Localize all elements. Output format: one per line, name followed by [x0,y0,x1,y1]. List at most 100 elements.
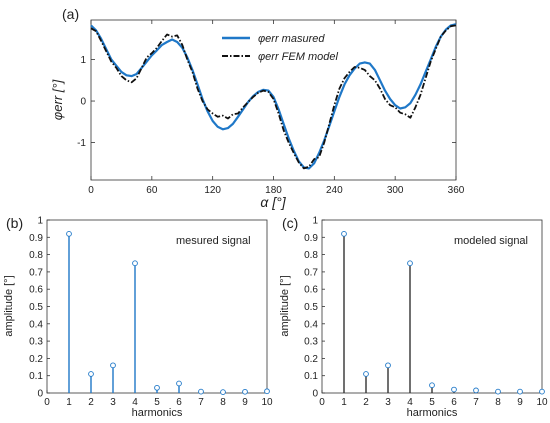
y-axis-label-a: φerr [°] [50,79,65,120]
y-tick-label: 0.6 [29,285,43,296]
series-line-measured [90,23,457,170]
x-tick-label: 5 [429,397,435,408]
y-tick-label: 1 [80,55,86,66]
x-axis-label-c: harmonics [407,407,458,419]
x-tick-label: 8 [220,397,226,408]
x-tick-label: 120 [204,185,221,196]
y-tick-label: 0.1 [304,371,318,382]
annotation-measured: mesured signal [176,235,251,247]
y-tick-label: 0.2 [304,354,318,365]
stem-marker [132,260,138,267]
stem-marker [66,230,72,237]
x-tick-label: 0 [319,397,325,408]
x-tick-label: 180 [265,185,282,196]
y-axis-label-b: amplitude [°] [3,275,15,336]
stem-marker [341,230,347,237]
x-tick-label: 6 [451,397,457,408]
stem-marker [264,388,270,395]
y-tick-label: 0.5 [304,302,318,313]
series-lines-a [90,23,457,170]
stem-marker [517,388,523,395]
y-tick-label: 0.9 [304,233,318,244]
stem-chart-panel-measured: 0 1 2 3 4 5 6 7 8 9 10 0 0.1 0.2 0.3 0.4 0.5 0.6 0.7 0.8 0.9… [3,216,273,420]
x-tick-label: 360 [448,185,465,196]
x-tick-label: 3 [110,397,116,408]
y-tick-label: 0.3 [304,337,318,348]
stem-marker [385,362,391,369]
stem-marker [473,387,479,394]
stem-marker [88,371,94,377]
y-tick-label: 1 [37,216,43,227]
y-tick-label: 0 [37,389,43,400]
x-tick-label: 6 [176,397,182,408]
stem-marker [220,389,226,395]
legend-label-measured: φerr masured [258,33,325,45]
x-tick-label: 0 [44,397,50,408]
stem-marker [110,362,116,369]
x-tick-label: 2 [363,397,369,408]
series-line-model [90,24,457,170]
x-axis-label-b: harmonics [132,407,183,419]
stems-b [66,230,270,395]
y-tick-label: 0.7 [29,267,43,278]
stem-marker [242,388,248,395]
x-axis-label-a: α [°] [260,194,286,210]
x-tick-label: 10 [536,397,548,408]
stem-marker [539,388,545,395]
y-tick-label: 0.4 [304,319,318,330]
stem-marker [451,386,457,393]
y-tick-label: 0 [80,97,86,108]
x-tick-label: 2 [88,397,94,408]
stems-c [341,230,545,395]
stem-marker [198,388,204,395]
y-tick-label: 0.5 [29,302,43,313]
x-tick-label: 10 [261,397,273,408]
x-tick-label: 240 [326,185,343,196]
legend: φerr masured φerr FEM model [222,33,338,63]
y-axis-label-c: amplitude [°] [279,275,291,336]
y-tick-label: -1 [77,138,86,149]
stem-marker [176,380,182,387]
y-tick-label: 0 [312,389,318,400]
stem-marker [429,382,435,389]
y-tick-label: 0.8 [29,250,43,261]
panel-b-letter: (b) [6,215,23,231]
x-tick-label: 1 [341,397,347,408]
legend-label-model: φerr FEM model [258,51,338,63]
stem-marker [495,388,501,395]
axis-ticks-c: 0 1 2 3 4 5 6 7 8 9 10 0 0.1 0.2 0.3 0.4 0.5 0.6 0.7 0.8 0.9… [304,216,548,409]
y-tick-label: 0.3 [29,337,43,348]
stem-chart-panel-modeled: 0 1 2 3 4 5 6 7 8 9 10 0 0.1 0.2 0.3 0.4 0.5 0.6 0.7 0.8 0.9… [279,216,548,420]
x-tick-label: 7 [473,397,479,408]
x-tick-label: 9 [517,397,523,408]
line-chart-panel: 0 60 120 180 240 300 360 -1 0 1 α [°] φerr [°] φe… [50,19,465,210]
panel-c-letter: (c) [282,215,298,231]
y-tick-label: 0.4 [29,319,43,330]
y-tick-label: 0.9 [29,233,43,244]
axis-ticks-b: 0 1 2 3 4 5 6 7 8 9 10 0 0.1 0.2 0.3 0.4 0.5 0.6 0.7 0.8 0.9… [29,216,273,409]
x-tick-label: 8 [495,397,501,408]
y-tick-label: 1 [312,216,318,227]
x-tick-label: 9 [242,397,248,408]
y-tick-label: 0.8 [304,250,318,261]
x-tick-label: 300 [387,185,404,196]
x-tick-label: 5 [154,397,160,408]
y-tick-label: 0.2 [29,354,43,365]
x-tick-label: 60 [146,185,158,196]
y-tick-label: 0.7 [304,267,318,278]
x-tick-label: 7 [198,397,204,408]
stem-marker [363,371,369,377]
x-tick-label: 3 [385,397,391,408]
x-tick-label: 4 [407,397,413,408]
x-tick-label: 0 [88,185,94,196]
y-tick-label: 0.1 [29,371,43,382]
stem-marker [407,260,413,267]
panel-a-letter: (a) [62,6,79,22]
plot-area-c [321,219,543,394]
plot-area-a [90,19,457,181]
stem-marker [154,384,160,391]
x-tick-label: 4 [132,397,138,408]
annotation-modeled: modeled signal [454,235,528,247]
y-tick-label: 0.6 [304,285,318,296]
